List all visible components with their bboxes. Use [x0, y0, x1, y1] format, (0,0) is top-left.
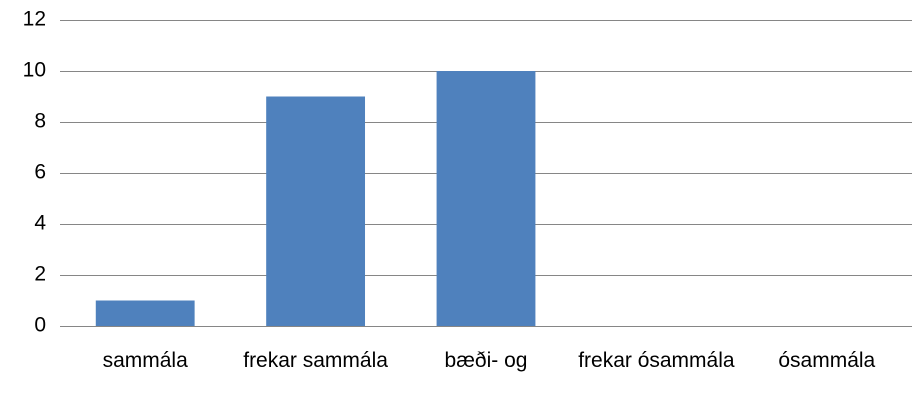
y-tick-label: 2 [34, 263, 46, 286]
y-tick-label: 8 [34, 110, 46, 133]
y-tick-label: 10 [23, 59, 46, 82]
y-tick-label: 0 [34, 314, 46, 337]
bar [95, 300, 195, 326]
y-tick-label: 4 [34, 212, 46, 235]
x-tick-label: bæði- og [444, 349, 528, 372]
x-tick-label: sammála [102, 349, 188, 372]
x-tick-label: ósammála [778, 349, 876, 372]
y-tick-label: 12 [23, 8, 46, 31]
bar [436, 71, 536, 326]
bar [266, 96, 366, 326]
y-tick-label: 6 [34, 161, 46, 184]
x-tick-label: frekar sammála [243, 349, 388, 372]
x-tick-label: frekar ósammála [578, 349, 735, 372]
